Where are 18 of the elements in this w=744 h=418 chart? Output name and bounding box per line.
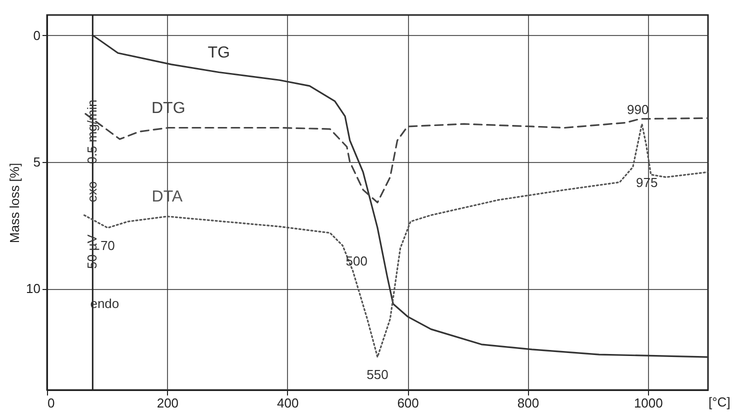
annotation: 0.5 mg/min [84, 100, 100, 164]
annotation: 500 [346, 254, 368, 269]
x-tick-label: 1000 [634, 396, 663, 410]
x-tick-label: 600 [397, 396, 419, 410]
annotation: exo [84, 181, 100, 202]
annotation: 70 [100, 238, 115, 253]
x-tick-label: 0 [48, 396, 55, 410]
series-label: TG [208, 44, 230, 62]
annotation: 50 µV [84, 234, 100, 269]
x-tick-label: 200 [156, 396, 179, 410]
annotation: 550 [366, 367, 388, 382]
x-tick-label: 800 [517, 396, 540, 410]
y-axis-title: Mass loss [%] [7, 162, 22, 244]
y-tick-label: 0 [33, 28, 40, 43]
x-axis-title: [°C] [708, 394, 730, 410]
y-tick-label: 10 [26, 281, 40, 296]
x-tick-label: 400 [277, 396, 299, 410]
y-tick-label: 5 [33, 154, 40, 170]
